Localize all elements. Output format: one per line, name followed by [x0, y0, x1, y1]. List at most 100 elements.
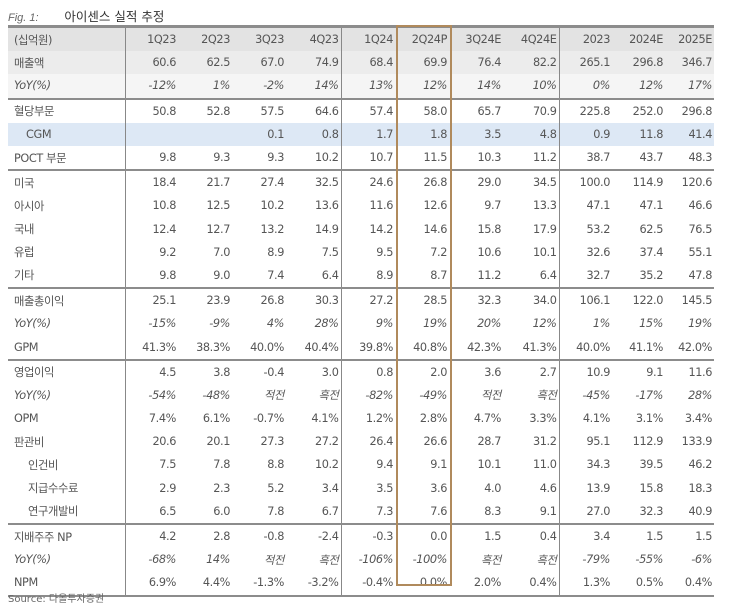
table-cell: 26.8 [395, 169, 449, 195]
table-cell: -15% [148, 317, 176, 331]
row-label: GPM [8, 335, 126, 360]
table-cell: 10.8 [152, 199, 176, 213]
table-cell: 11.6 [369, 199, 393, 213]
table-cell: 0.5% [635, 576, 664, 590]
table-cell: 3.3% [503, 407, 560, 431]
table-cell: 4.8 [503, 122, 560, 146]
table-cell: 35.2 [639, 268, 663, 282]
column-header: 3Q24E [449, 26, 503, 52]
table-row: 혈당부문 50.8 52.8 57.5 64.6 57.4 58.0 65.7 70.9 225.… [8, 97, 714, 123]
table-cell: 5.2 [267, 481, 284, 495]
table-cell: 95.1 [586, 435, 610, 449]
table-cell: 1.2% [365, 412, 394, 426]
table-row: 판관비 20.6 20.1 27.3 27.2 26.4 26.6 28.7 31.2 95.1 1… [8, 430, 714, 454]
table-cell: 18.4 [125, 169, 178, 195]
table-row: 매출총이익 25.1 23.9 26.8 30.3 27.2 28.5 32.3 34.0 106… [8, 287, 714, 313]
table-cell: 11.6 [665, 358, 714, 384]
row-label: 국내 [8, 217, 126, 241]
table-cell: 62.5 [178, 51, 232, 75]
table-cell: 13.6 [286, 194, 342, 218]
table-cell: 9.7 [484, 199, 501, 213]
table-row: 지급수수료 2.9 2.3 5.2 3.4 3.5 3.6 4.0 4.6 13.9 15.8 18.… [8, 476, 714, 500]
table-cell: 65.7 [449, 97, 503, 123]
table-cell: 3.4% [684, 412, 713, 426]
table-cell: 34.0 [503, 287, 560, 313]
table-cell: 1.7 [341, 122, 395, 146]
table-cell: 13% [341, 74, 395, 99]
table-cell: 6.5 [159, 504, 176, 518]
table-row: 매출액 60.6 62.5 67.0 74.9 68.4 69.9 76.4 82.2 265.1… [8, 51, 714, 75]
table-cell: 9.1 [503, 499, 560, 524]
table-cell: 3.5 [376, 481, 393, 495]
table-cell: -68% [148, 553, 176, 567]
table-cell [178, 122, 232, 146]
table-cell: 7.3 [376, 504, 393, 518]
table-cell: 7.8 [213, 458, 230, 472]
table-cell: -55% [635, 553, 663, 567]
table-cell: 12.7 [206, 222, 230, 236]
row-label: 매출총이익 [8, 287, 126, 313]
table-row: 지배주주 NP 4.2 2.8 -0.8 -2.4 -0.3 0.0 1.5 0.4 3.4 1.5… [8, 522, 714, 549]
row-label: 혈당부문 [8, 97, 126, 123]
table-cell: 29.0 [449, 169, 503, 195]
row-label: YoY(%) [8, 74, 126, 99]
table-cell: 15.8 [477, 222, 501, 236]
table-cell: 6.4 [286, 263, 342, 289]
table-cell: 8.3 [484, 504, 501, 518]
table-cell: 4% [266, 317, 285, 331]
row-label: CGM [8, 122, 126, 146]
table-cell: 74.9 [286, 51, 342, 75]
table-cell: 11.2 [477, 268, 501, 282]
table-cell: -9% [209, 317, 230, 331]
table-cell: 2.8% [419, 412, 448, 426]
table-cell: 20.1 [206, 435, 230, 449]
table-cell: 4.2 [125, 522, 178, 549]
table-row: 영업이익 4.5 3.8 -0.4 3.0 0.8 2.0 3.6 2.7 10.9 9.1 11.6 [8, 358, 714, 384]
table-cell: 7.4 [267, 268, 284, 282]
table-cell: 4.0 [484, 481, 501, 495]
table-cell: 14% [449, 74, 503, 99]
table-row: 국내 12.4 12.7 13.2 14.9 14.2 14.6 15.8 17.9 53.2 62… [8, 217, 714, 241]
column-header: 2024E [612, 26, 665, 52]
table-cell: 42.3% [467, 340, 501, 354]
table-cell: 17.9 [503, 217, 560, 241]
table-cell: 4.5 [125, 358, 178, 384]
table-cell: 40.9 [688, 504, 712, 518]
table-cell: 46.2 [688, 458, 712, 472]
table-cell: 7.6 [430, 504, 447, 518]
table-cell: 3.5 [449, 122, 503, 146]
column-header: 4Q23 [286, 26, 342, 52]
row-label: OPM [8, 407, 126, 431]
table-cell: 15% [639, 317, 663, 331]
table-cell: 8.7 [430, 268, 447, 282]
table-row: CGM 0.1 0.8 1.7 1.8 3.5 4.8 0.9 11.8 41.4 [8, 122, 714, 146]
table-cell: 9.1 [612, 358, 665, 384]
row-label: 미국 [8, 169, 126, 195]
table-cell: -0.4 [232, 358, 286, 384]
header-unit: (십억원) [8, 26, 126, 52]
table-cell: 2.9 [159, 481, 176, 495]
table-cell: 2.7 [503, 358, 560, 384]
table-cell: 32.3 [639, 504, 663, 518]
table-cell: 31.2 [503, 430, 560, 454]
table-cell: 1.5 [665, 522, 714, 549]
table-cell: 14% [206, 553, 230, 567]
table-cell: 3.1% [635, 412, 664, 426]
table-cell: 10.3 [477, 151, 501, 165]
table-cell: 26.8 [232, 287, 286, 313]
row-label: 연구개발비 [8, 499, 126, 524]
row-label: 인건비 [8, 453, 126, 477]
table-cell: 7.2 [430, 245, 447, 259]
table-cell [125, 122, 178, 146]
table-cell: 9.8 [159, 151, 176, 165]
table-cell: 7.5 [286, 240, 342, 264]
table-cell: 10.9 [559, 358, 612, 384]
row-label: 아시아 [8, 194, 126, 218]
table-cell: 흑전 [503, 548, 560, 572]
table-cell: 58.0 [395, 97, 449, 123]
table-cell: 28% [688, 388, 712, 402]
column-header: 4Q24E [503, 26, 560, 52]
table-cell: 41.3% [142, 340, 176, 354]
table-cell: 34.3 [586, 458, 610, 472]
table-cell: 17% [665, 74, 714, 99]
